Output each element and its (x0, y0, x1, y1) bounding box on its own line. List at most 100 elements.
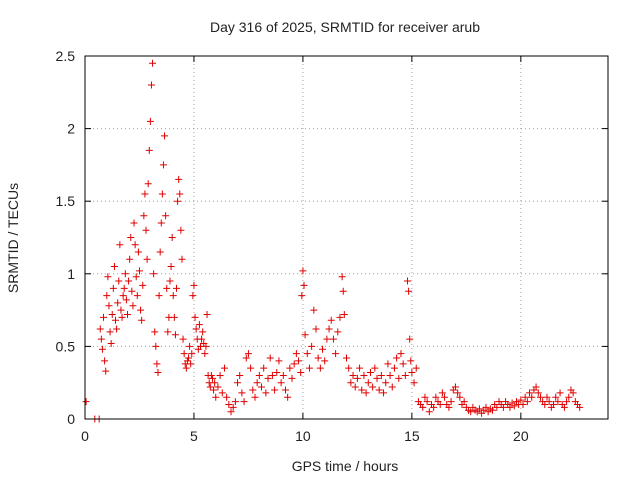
data-point (212, 393, 220, 401)
data-point (419, 403, 427, 411)
data-point (332, 350, 340, 358)
data-point (106, 328, 114, 336)
data-point (386, 371, 394, 379)
data-point (401, 371, 409, 379)
data-point (140, 212, 148, 220)
data-point (345, 364, 353, 372)
data-point (157, 219, 165, 227)
data-point (441, 393, 449, 401)
data-point (144, 180, 152, 188)
data-point (552, 393, 560, 401)
y-axis: 0 0.5 1 1.5 2 2.5 (56, 48, 608, 427)
data-point (545, 398, 553, 406)
data-point (286, 364, 294, 372)
data-point (101, 357, 109, 365)
data-point (118, 313, 126, 321)
data-point (364, 379, 372, 387)
data-point (183, 357, 191, 365)
data-point (405, 287, 413, 295)
data-point (126, 255, 134, 263)
data-point (112, 316, 120, 324)
data-point (290, 360, 298, 368)
data-point (125, 277, 133, 285)
data-point (218, 389, 226, 397)
data-point (275, 357, 283, 365)
x-tick-label: 0 (81, 428, 89, 444)
data-point (526, 389, 534, 397)
data-point (528, 393, 536, 401)
data-point (436, 400, 444, 408)
data-point (175, 175, 183, 183)
data-point (146, 117, 154, 125)
data-point (412, 364, 420, 372)
data-point (343, 354, 350, 362)
data-point (105, 302, 113, 310)
data-point (137, 306, 145, 314)
data-point (388, 383, 396, 391)
x-tick-label: 20 (513, 428, 529, 444)
data-point (97, 335, 105, 343)
data-point (408, 369, 416, 377)
data-point (185, 354, 193, 362)
data-point (178, 255, 186, 263)
data-point (156, 248, 164, 256)
data-point (131, 241, 139, 249)
data-point (395, 374, 403, 382)
data-point (536, 393, 544, 401)
data-points (82, 59, 584, 423)
data-point (404, 277, 412, 285)
data-point (176, 190, 184, 198)
data-point (334, 328, 342, 336)
chart-title: Day 316 of 2025, SRMTID for receiver aru… (210, 19, 480, 35)
data-point (187, 360, 195, 368)
data-point (510, 402, 518, 410)
data-point (397, 350, 405, 358)
data-point (128, 287, 136, 295)
data-point (220, 364, 228, 372)
data-point (277, 379, 285, 387)
data-point (258, 383, 266, 391)
data-point (329, 335, 337, 343)
data-point (554, 398, 562, 406)
data-point (268, 371, 276, 379)
data-point (321, 357, 329, 365)
data-point (303, 350, 311, 358)
data-point (152, 342, 160, 350)
data-point (375, 386, 383, 394)
data-point (425, 408, 433, 416)
data-point (174, 197, 182, 205)
data-point (369, 383, 377, 391)
data-point (534, 389, 542, 397)
data-point (122, 296, 130, 304)
data-point (104, 273, 112, 281)
data-point (519, 400, 527, 408)
data-point (393, 354, 401, 362)
data-point (203, 310, 211, 318)
data-point (116, 241, 124, 249)
data-point (255, 371, 263, 379)
data-point (214, 383, 222, 391)
data-point (489, 406, 497, 414)
data-point (143, 255, 151, 263)
data-point (251, 393, 259, 401)
data-point (366, 369, 374, 377)
data-point (305, 364, 313, 372)
data-point (356, 364, 364, 372)
data-point (208, 374, 216, 382)
data-point (210, 386, 218, 394)
data-point (377, 371, 385, 379)
data-point (338, 273, 346, 281)
data-point (162, 212, 170, 220)
data-point (292, 350, 300, 358)
data-point (139, 281, 147, 289)
data-point (447, 398, 455, 406)
data-point (108, 310, 116, 318)
data-point (456, 393, 464, 401)
x-tick-label: 5 (190, 428, 198, 444)
y-tick-label: 0.5 (56, 338, 76, 354)
data-point (260, 364, 268, 372)
data-point (349, 371, 357, 379)
data-point (281, 386, 289, 394)
y-tick-label: 0 (67, 411, 75, 427)
data-point (353, 374, 361, 382)
